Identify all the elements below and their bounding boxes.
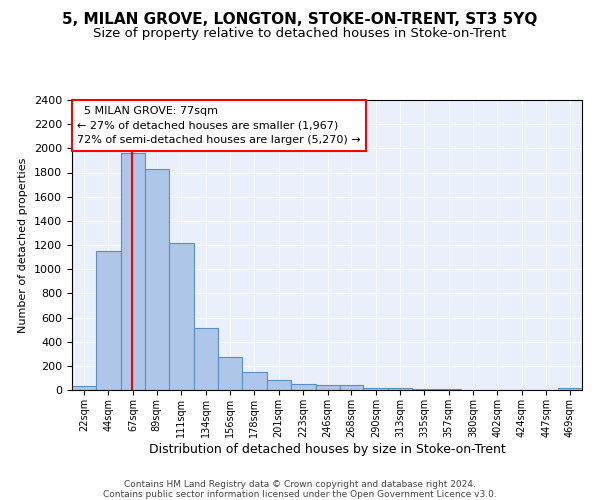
- Bar: [194, 328, 218, 390]
- Text: Contains public sector information licensed under the Open Government Licence v3: Contains public sector information licen…: [103, 490, 497, 499]
- Y-axis label: Number of detached properties: Number of detached properties: [19, 158, 28, 332]
- Bar: [558, 388, 582, 390]
- Bar: [72, 386, 96, 390]
- Text: Distribution of detached houses by size in Stoke-on-Trent: Distribution of detached houses by size …: [149, 442, 505, 456]
- Bar: [316, 384, 340, 390]
- Bar: [340, 385, 364, 390]
- Bar: [218, 358, 242, 390]
- Bar: [145, 169, 169, 390]
- Bar: [242, 372, 266, 390]
- Bar: [266, 380, 290, 390]
- Text: Size of property relative to detached houses in Stoke-on-Trent: Size of property relative to detached ho…: [94, 28, 506, 40]
- Bar: [290, 384, 316, 390]
- Text: 5 MILAN GROVE: 77sqm
← 27% of detached houses are smaller (1,967)
72% of semi-de: 5 MILAN GROVE: 77sqm ← 27% of detached h…: [77, 106, 361, 146]
- Bar: [364, 388, 388, 390]
- Bar: [96, 251, 121, 390]
- Bar: [169, 242, 194, 390]
- Text: 5, MILAN GROVE, LONGTON, STOKE-ON-TRENT, ST3 5YQ: 5, MILAN GROVE, LONGTON, STOKE-ON-TRENT,…: [62, 12, 538, 28]
- Bar: [121, 153, 145, 390]
- Text: Contains HM Land Registry data © Crown copyright and database right 2024.: Contains HM Land Registry data © Crown c…: [124, 480, 476, 489]
- Bar: [388, 388, 412, 390]
